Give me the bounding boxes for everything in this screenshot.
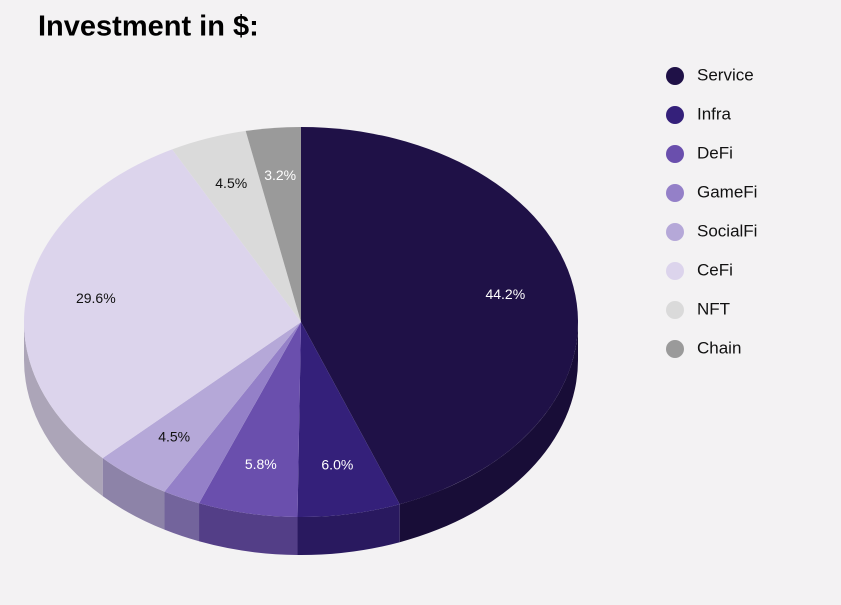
legend-marker bbox=[666, 223, 684, 241]
legend-label: Infra bbox=[697, 104, 732, 123]
legend-label: CeFi bbox=[697, 260, 733, 279]
pie-slice bbox=[245, 127, 301, 322]
legend-label: Service bbox=[697, 65, 754, 84]
pie-slice bbox=[102, 322, 301, 492]
pie-slice-side bbox=[399, 322, 578, 543]
pie-slice-side bbox=[102, 458, 165, 530]
pie-slice-side bbox=[24, 322, 103, 497]
legend-label: Chain bbox=[697, 338, 741, 357]
pie-slice bbox=[164, 322, 301, 504]
data-label: 5.8% bbox=[245, 456, 277, 472]
legend-marker bbox=[666, 262, 684, 280]
data-label: 44.2% bbox=[485, 286, 525, 302]
chart-title: Investment in $: bbox=[38, 11, 259, 43]
legend-label: DeFi bbox=[697, 143, 733, 162]
pie-slice bbox=[297, 322, 400, 517]
legend-label: GameFi bbox=[697, 182, 757, 201]
legend-marker bbox=[666, 301, 684, 319]
pie-slice-side bbox=[297, 504, 400, 556]
data-label: 3.2% bbox=[264, 167, 296, 183]
legend-marker bbox=[666, 340, 684, 358]
legend-marker bbox=[666, 67, 684, 85]
pie-slice-side bbox=[199, 503, 298, 555]
legend-marker bbox=[666, 184, 684, 202]
pie-slice-side bbox=[164, 491, 200, 542]
legend-marker bbox=[666, 145, 684, 163]
data-label: 4.5% bbox=[158, 429, 190, 445]
data-label: 6.0% bbox=[321, 457, 353, 473]
pie-slice bbox=[199, 322, 301, 517]
legend-marker bbox=[666, 106, 684, 124]
data-label: 29.6% bbox=[76, 290, 116, 306]
pie-slice bbox=[172, 130, 301, 322]
legend-label: NFT bbox=[697, 299, 730, 318]
pie-slice bbox=[301, 127, 579, 505]
data-label: 4.5% bbox=[215, 175, 247, 191]
pie-slice bbox=[24, 149, 302, 459]
legend-label: SocialFi bbox=[697, 221, 757, 240]
